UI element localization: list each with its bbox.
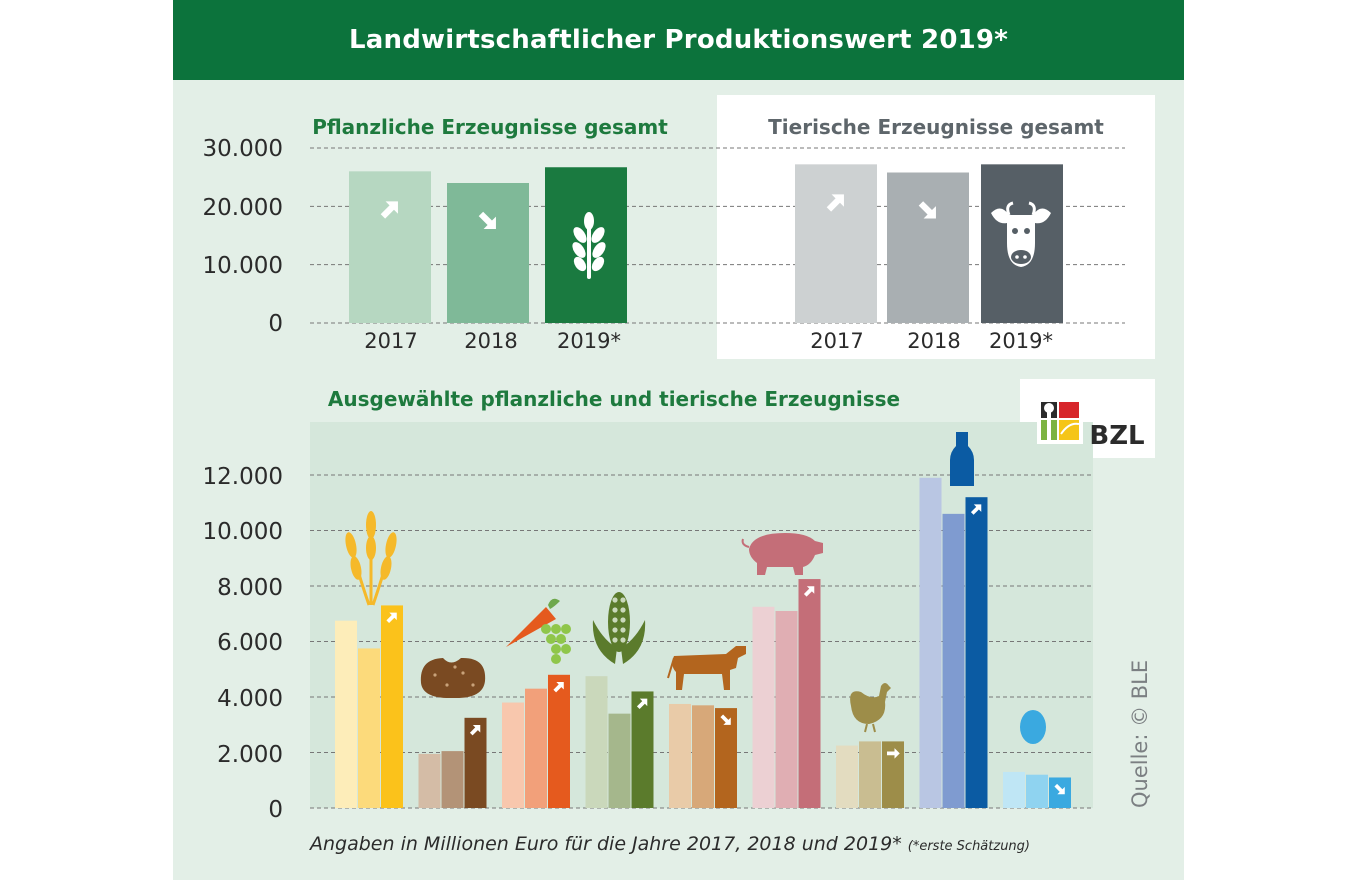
- trend-arrow-shape: [970, 504, 982, 515]
- trend-arrow-up-icon: [469, 725, 481, 736]
- plant-xtick-label: 2017: [364, 329, 417, 353]
- chicken-icon: [850, 683, 891, 733]
- trend-arrow-down-icon: [1054, 783, 1065, 795]
- charts-svg: Pflanzliche Erzeugnisse gesamt Tierische…: [203, 115, 1152, 855]
- corn-icon: [592, 592, 646, 664]
- plant-xtick-label: 2019*: [557, 329, 621, 353]
- cow-head-icon: [991, 201, 1051, 267]
- trend-arrow-shape: [636, 698, 648, 710]
- milk-bottle-icon: [950, 432, 974, 486]
- detail-bar-pig-2018: [775, 610, 798, 808]
- top-ytick-label: 20.000: [203, 195, 283, 221]
- footer-note-text: Angaben in Millionen Euro für die Jahre …: [308, 833, 902, 855]
- trend-arrow-shape: [553, 682, 564, 693]
- detail-ytick-label: 12.000: [203, 464, 283, 490]
- wheat-icon: [572, 212, 606, 279]
- trend-arrow-up-icon: [803, 586, 815, 597]
- detail-bar-corn-2019*: [631, 691, 654, 808]
- detail-bar-cattle-2019*: [715, 708, 737, 808]
- plant-xtick-label: 2018: [464, 329, 517, 353]
- trend-arrow-up-icon: [386, 612, 397, 623]
- plant-bar-2017: [349, 171, 431, 323]
- trend-arrow-down-icon: [918, 201, 936, 219]
- vegetables-fruit-icon: [506, 598, 571, 664]
- trend-arrow-shape: [720, 714, 731, 725]
- top-ytick-label: 10.000: [203, 253, 283, 279]
- top-ytick-label: 0: [268, 311, 283, 337]
- infographic-panel: Landwirtschaftlicher Produktionswert 201…: [173, 0, 1184, 880]
- footer-note: Angaben in Millionen Euro für die Jahre …: [308, 833, 1030, 855]
- trend-arrow-shape: [918, 201, 936, 219]
- page-title: Landwirtschaftlicher Produktionswert 201…: [173, 0, 1184, 80]
- animal-bar-2018: [887, 172, 969, 323]
- plant-bar-2018: [447, 183, 529, 323]
- trend-arrow-up-icon: [553, 682, 564, 693]
- egg-icon: [1020, 710, 1046, 744]
- animal-bar-2017: [795, 164, 877, 323]
- detail-bar-grain-2019*: [381, 605, 403, 808]
- grain-icon: [345, 511, 397, 606]
- detail-bar-egg-2017: [1003, 771, 1025, 808]
- trend-arrow-shape: [826, 194, 844, 212]
- bars: [335, 164, 1071, 808]
- trend-marks: [380, 194, 1065, 795]
- detail-bar-corn-2018: [608, 713, 631, 808]
- trend-arrow-shape: [1054, 783, 1065, 795]
- detail-bar-chicken-2019*: [882, 741, 904, 808]
- trend-arrow-right-icon: [887, 748, 900, 759]
- trend-arrow-up-icon: [826, 194, 844, 212]
- trend-arrow-up-icon: [380, 201, 398, 219]
- detail-bar-chicken-2017: [836, 745, 858, 808]
- detail-ytick-label: 0: [268, 797, 283, 823]
- detail-bar-grain-2018: [358, 648, 380, 808]
- detail-bar-corn-2017: [585, 676, 608, 808]
- detail-ytick-label: 10.000: [203, 519, 283, 545]
- detail-bar-milk-bottle-2019*: [965, 497, 988, 808]
- detail-ytick-label: 8.000: [217, 575, 283, 601]
- pig-icon: [741, 533, 823, 575]
- source-label: Quelle: © BLE: [1128, 660, 1152, 808]
- trend-arrow-shape: [478, 211, 496, 229]
- detail-ytick-label: 2.000: [217, 742, 283, 768]
- detail-bar-potato-2018: [441, 751, 464, 808]
- animal-xtick-label: 2018: [907, 329, 960, 353]
- animal-xtick-label: 2019*: [989, 329, 1053, 353]
- potato-icon: [420, 657, 486, 699]
- detail-bar-grain-2017: [335, 620, 357, 808]
- detail-chart-title: Ausgewählte pflanzliche und tierische Er…: [328, 387, 900, 411]
- trend-arrow-shape: [469, 725, 481, 736]
- trend-arrow-shape: [380, 201, 398, 219]
- plant-chart-title: Pflanzliche Erzeugnisse gesamt: [312, 115, 668, 139]
- detail-bar-milk-bottle-2018: [942, 513, 965, 808]
- animal-chart-title: Tierische Erzeugnisse gesamt: [768, 115, 1104, 139]
- detail-bar-milk-bottle-2017: [919, 477, 942, 808]
- detail-bar-chicken-2018: [859, 741, 881, 808]
- detail-bar-pig-2017: [752, 606, 775, 808]
- trend-arrow-shape: [887, 748, 900, 759]
- trend-arrow-up-icon: [970, 504, 982, 515]
- detail-bar-pig-2019*: [798, 579, 821, 808]
- detail-bar-potato-2019*: [464, 717, 487, 808]
- detail-ytick-label: 4.000: [217, 686, 283, 712]
- detail-bar-vegetables-fruit-2019*: [548, 674, 570, 808]
- detail-ytick-label: 6.000: [217, 630, 283, 656]
- trend-arrow-down-icon: [478, 211, 496, 229]
- detail-bar-cattle-2017: [669, 703, 691, 808]
- bzl-logo: [1037, 398, 1083, 444]
- top-ytick-label: 30.000: [203, 136, 283, 162]
- detail-bar-cattle-2018: [692, 705, 714, 808]
- detail-bar-potato-2017: [418, 753, 441, 808]
- detail-bar-vegetables-fruit-2017: [502, 702, 524, 808]
- trend-arrow-shape: [386, 612, 397, 623]
- footer-estimate-note: (*erste Schätzung): [908, 839, 1030, 854]
- trend-arrow-shape: [803, 586, 815, 597]
- animal-xtick-label: 2017: [810, 329, 863, 353]
- detail-bar-egg-2018: [1026, 774, 1048, 808]
- bzl-logo-text: BZL: [1089, 421, 1144, 451]
- trend-arrow-up-icon: [636, 698, 648, 710]
- detail-bar-vegetables-fruit-2018: [525, 688, 547, 808]
- plant-bar-2019*: [545, 167, 627, 323]
- trend-arrow-down-icon: [720, 714, 731, 725]
- cattle-icon: [667, 646, 746, 690]
